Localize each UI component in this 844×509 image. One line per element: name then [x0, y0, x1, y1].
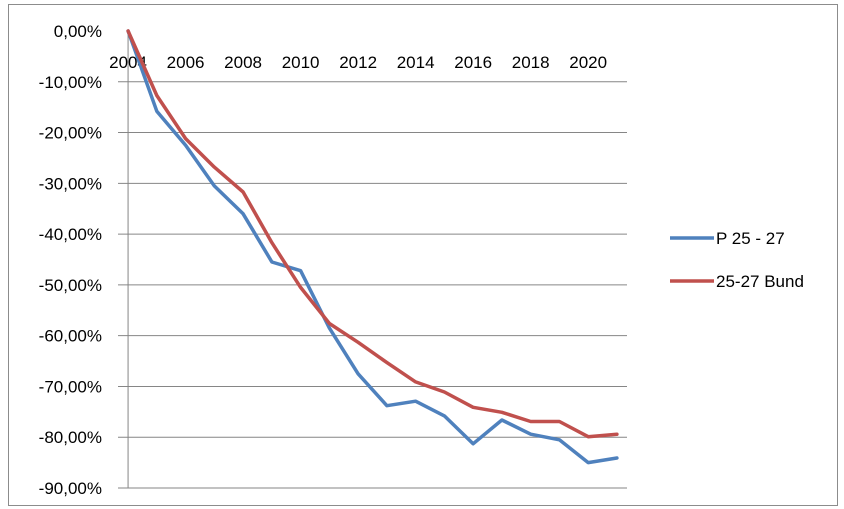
y-tick-label: -80,00% [39, 428, 102, 447]
y-tick-label: -50,00% [39, 276, 102, 295]
chart-frame [8, 4, 838, 506]
x-tick-label: 2020 [569, 53, 607, 72]
x-tick-label: 2018 [512, 53, 550, 72]
x-tick-label: 2012 [339, 53, 377, 72]
x-tick-label: 2016 [454, 53, 492, 72]
series-line-1 [126, 29, 619, 439]
x-tick-label: 2010 [282, 53, 320, 72]
y-tick-label: -60,00% [39, 327, 102, 346]
x-tick-label: 2014 [397, 53, 435, 72]
x-tick-label: 2008 [224, 53, 262, 72]
y-tick-label: -30,00% [39, 174, 102, 193]
y-tick-label: -40,00% [39, 225, 102, 244]
legend-label-0: P 25 - 27 [716, 229, 785, 248]
y-tick-label: -70,00% [39, 377, 102, 396]
y-tick-label: -10,00% [39, 73, 102, 92]
x-tick-label: 2006 [167, 53, 205, 72]
legend-label-1: 25-27 Bund [716, 272, 804, 291]
y-tick-label: -20,00% [39, 124, 102, 143]
y-tick-label: -90,00% [39, 479, 102, 498]
series-line-0 [126, 29, 619, 465]
y-tick-label: 0,00% [54, 22, 102, 41]
